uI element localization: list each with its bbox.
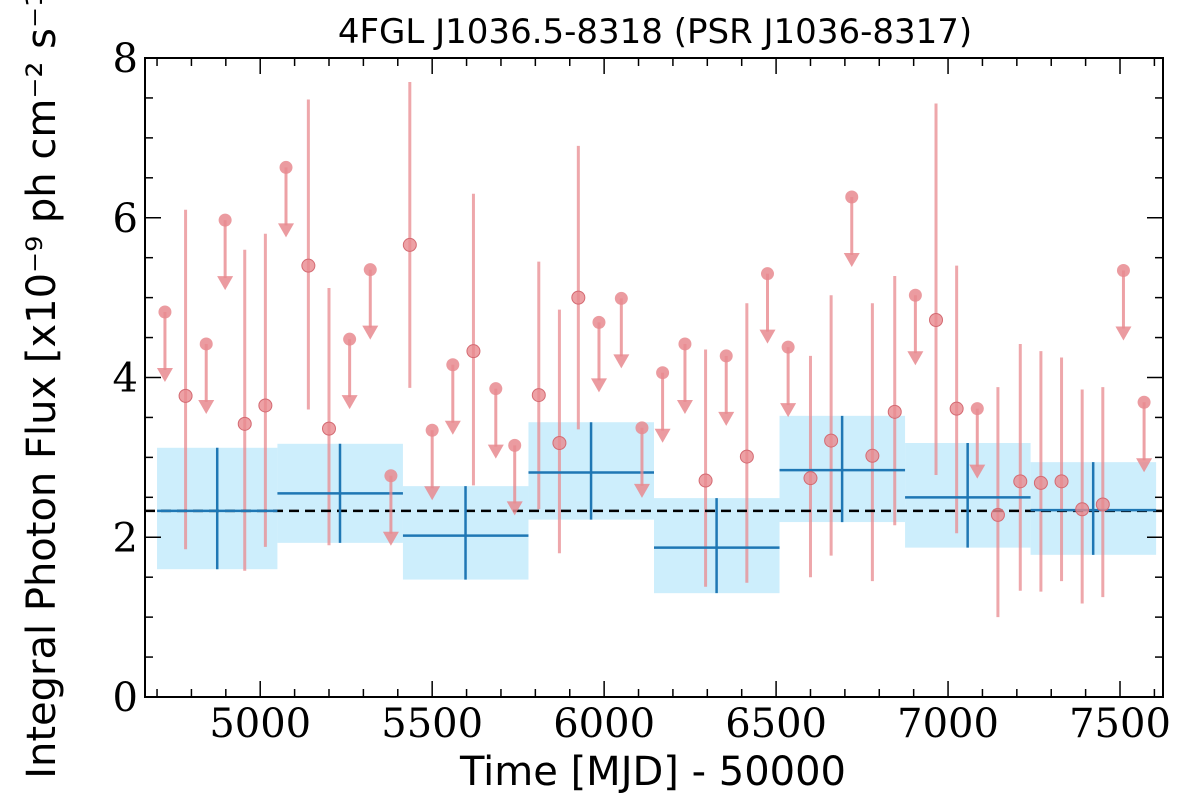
upper-limit-arrowhead xyxy=(907,351,924,366)
upper-limit-arrowhead xyxy=(278,223,295,238)
upper-limit-point xyxy=(614,291,628,305)
upper-limit-arrowhead xyxy=(156,368,173,383)
short-bin-points xyxy=(178,237,1110,522)
upper-limit-arrowhead xyxy=(613,354,630,369)
upper-limit-point xyxy=(425,423,439,437)
short-bin-point xyxy=(1075,502,1090,517)
short-bin-point xyxy=(824,433,839,448)
y-tick-label: 4 xyxy=(113,356,138,402)
upper-limit-point xyxy=(908,288,922,302)
long-bin-bands xyxy=(157,415,1157,594)
short-bin-point xyxy=(803,471,818,486)
x-tick-label: 7000 xyxy=(897,701,999,747)
x-tick-label: 5000 xyxy=(209,701,311,747)
y-tick-label: 8 xyxy=(113,36,138,82)
short-bin-point xyxy=(698,473,713,488)
x-tick-label: 7500 xyxy=(1069,701,1171,747)
short-bin-point xyxy=(531,388,546,403)
short-bin-point xyxy=(887,404,902,419)
upper-limit-point xyxy=(384,469,398,483)
x-tick-label: 6500 xyxy=(725,701,827,747)
x-axis-ticks: 5000 5500 6000 6500 7000 7500 xyxy=(156,58,1171,747)
upper-limit-point xyxy=(592,315,606,329)
upper-limit-arrowhead xyxy=(969,464,986,479)
upper-limit-point xyxy=(508,438,522,452)
short-bin-point xyxy=(321,421,336,436)
upper-limit-arrowhead xyxy=(217,276,234,291)
y-tick-label: 2 xyxy=(113,515,138,561)
upper-limit-point xyxy=(158,305,172,319)
y-axis-ticks: 0 2 4 6 8 xyxy=(113,36,1163,721)
plot-frame xyxy=(144,57,1164,698)
upper-limit-arrowhead xyxy=(362,325,379,340)
upper-limit-point xyxy=(218,213,232,227)
x-tick-label: 5500 xyxy=(381,701,483,747)
upper-limit-point xyxy=(719,349,733,363)
upper-limit-arrowhead xyxy=(506,501,523,516)
short-bin-point xyxy=(1054,474,1069,489)
upper-limit-point xyxy=(489,382,503,396)
y-axis-label: Integral Photon Flux [x10⁻⁹ ph cm⁻² s⁻¹] xyxy=(19,0,65,779)
short-bin-point xyxy=(929,312,944,327)
upper-limit-arrowhead xyxy=(424,486,441,501)
short-bin-error-bars xyxy=(184,81,1105,618)
upper-limit-arrowhead xyxy=(198,399,215,414)
short-bin-point xyxy=(990,507,1005,522)
short-bin-point xyxy=(466,344,481,359)
upper-limit-arrowhead xyxy=(843,252,860,267)
upper-limit-arrowhead xyxy=(780,403,797,418)
short-bin-point xyxy=(258,398,273,413)
upper-limit-point xyxy=(199,337,213,351)
upper-limit-arrowhead xyxy=(718,411,735,426)
x-axis-label: Time [MJD] - 50000 xyxy=(459,749,846,795)
short-bin-point xyxy=(739,449,754,464)
x-tick-label: 6000 xyxy=(553,701,655,747)
short-bin-point xyxy=(1033,475,1048,490)
upper-limit-arrowhead xyxy=(1136,458,1153,473)
upper-limit-arrowhead xyxy=(444,420,461,435)
upper-limit-point xyxy=(343,332,357,346)
short-bin-point xyxy=(301,258,316,273)
short-bin-point xyxy=(402,237,417,252)
upper-limit-point xyxy=(781,340,795,354)
upper-limit-arrowhead xyxy=(487,444,504,459)
short-bin-point xyxy=(571,290,586,305)
short-bin-point xyxy=(949,401,964,416)
upper-limit-arrowhead xyxy=(633,483,650,498)
short-bin-point xyxy=(237,416,252,431)
upper-limit-point xyxy=(1137,395,1151,409)
long-bin-markers xyxy=(157,415,1157,594)
upper-limit-arrowhead xyxy=(1115,326,1132,341)
upper-limit-point xyxy=(446,358,460,372)
upper-limit-point xyxy=(760,267,774,281)
short-bin-point xyxy=(865,448,880,463)
short-bin-point xyxy=(1095,497,1110,512)
upper-limit-arrowhead xyxy=(341,395,358,410)
upper-limit-point xyxy=(363,263,377,277)
upper-limit-arrowhead xyxy=(654,428,671,443)
upper-limit-point xyxy=(635,421,649,435)
upper-limit-point xyxy=(1116,263,1130,277)
upper-limit-point xyxy=(279,160,293,174)
y-tick-label: 0 xyxy=(113,675,138,721)
upper-limit-arrows xyxy=(156,160,1153,546)
upper-limit-arrowhead xyxy=(590,378,607,393)
upper-limit-arrowhead xyxy=(759,329,776,344)
upper-limit-point xyxy=(845,190,859,204)
short-bin-point xyxy=(178,388,193,403)
chart-title: 4FGL J1036.5-8318 (PSR J1036-8317) xyxy=(338,12,972,52)
short-bin-point xyxy=(1013,474,1028,489)
y-tick-label: 6 xyxy=(113,196,138,242)
short-bin-point xyxy=(552,435,567,450)
upper-limit-arrowhead xyxy=(382,531,399,546)
upper-limit-point xyxy=(678,337,692,351)
upper-limit-point xyxy=(970,402,984,416)
upper-limit-point xyxy=(656,366,670,380)
upper-limit-arrowhead xyxy=(676,399,693,414)
